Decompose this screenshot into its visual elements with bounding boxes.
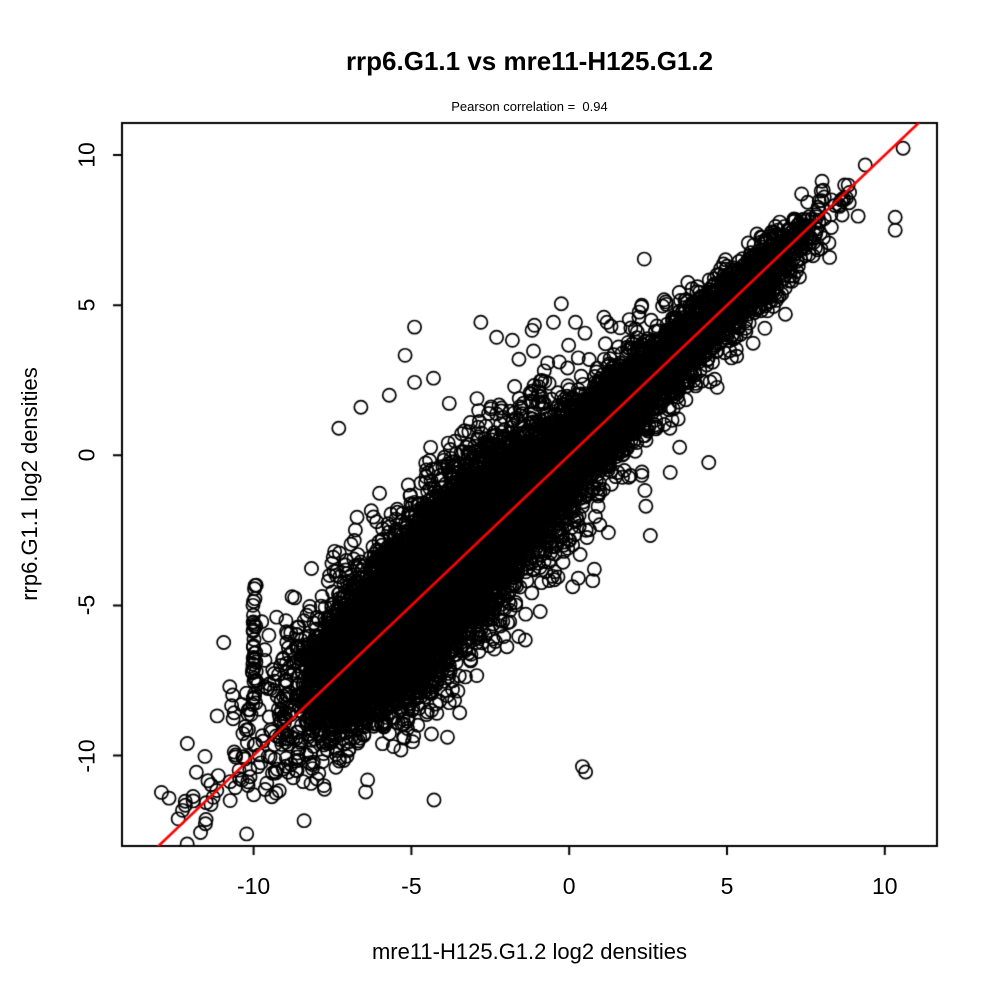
y-tick-label: -10 (73, 738, 100, 773)
y-tick-label: 0 (73, 448, 100, 462)
x-tick-label: 5 (720, 873, 734, 899)
x-tick-label: 0 (562, 873, 576, 899)
pearson-correlation-subtitle: Pearson correlation = 0.94 (451, 99, 608, 114)
chart-title: rrp6.G1.1 vs mre11-H125.G1.2 (345, 46, 714, 76)
x-axis-label: mre11-H125.G1.2 log2 densities (371, 939, 688, 964)
y-tick-label: 10 (73, 142, 100, 168)
x-tick-label: 10 (872, 873, 898, 899)
x-tick-label: -5 (401, 873, 422, 899)
x-tick-label: -10 (236, 873, 271, 899)
y-tick-label: -5 (73, 595, 100, 616)
y-axis-label: rrp6.G1.1 log2 densities (17, 367, 42, 601)
y-tick-label: 5 (73, 298, 100, 312)
